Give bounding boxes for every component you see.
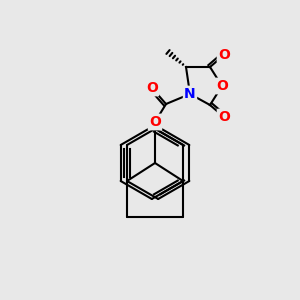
Text: O: O	[149, 115, 161, 129]
Text: O: O	[146, 81, 158, 95]
Text: N: N	[184, 87, 196, 101]
Text: O: O	[218, 48, 230, 62]
Text: O: O	[216, 79, 228, 93]
Text: O: O	[218, 110, 230, 124]
